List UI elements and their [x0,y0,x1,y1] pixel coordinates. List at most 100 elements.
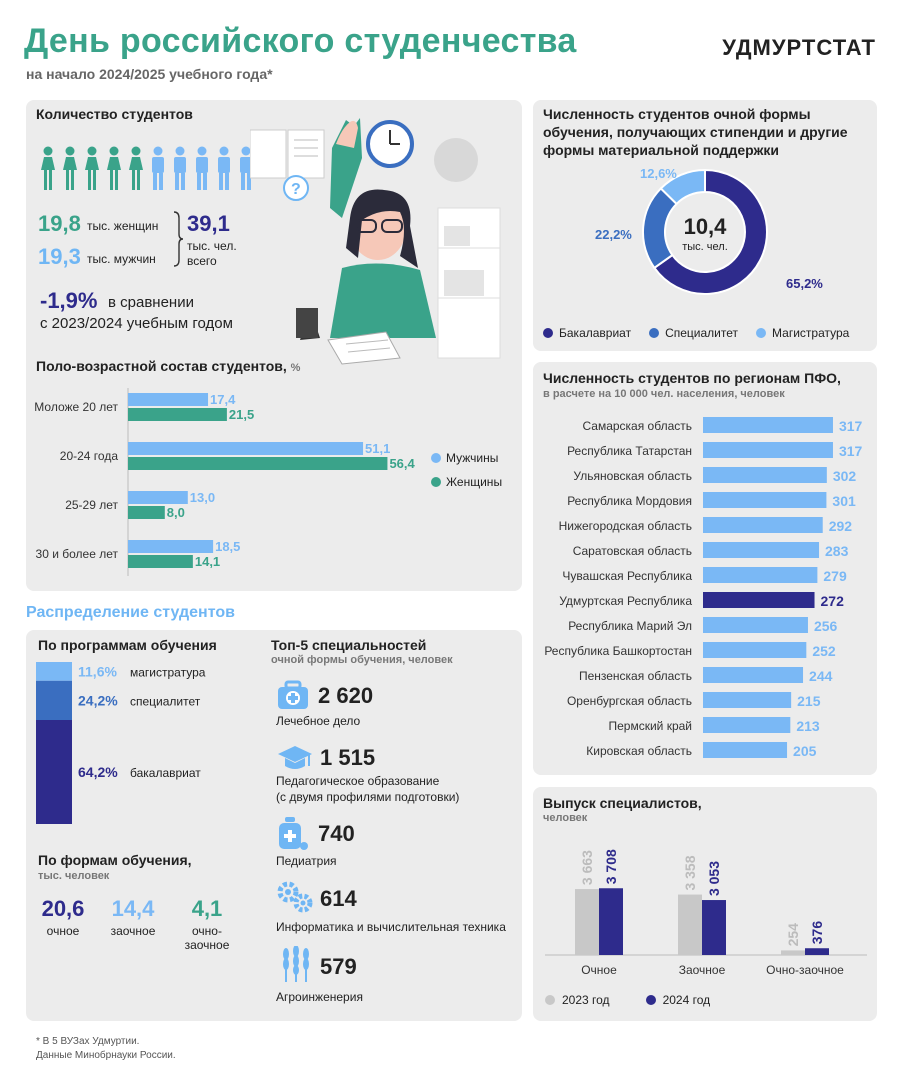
legend-2024-label: 2024 год [662,993,711,1007]
top-item-4-value: 614 [320,886,357,911]
region-value: 256 [814,618,838,634]
top-item-2-label-2: (с двумя профилями подготовки) [276,790,460,804]
form-ochnoe: 20,6 очное [38,896,88,938]
bar-men [128,491,188,504]
bar-2023 [678,894,702,955]
region-value: 205 [793,743,817,759]
region-label: Республика Башкортостан [544,644,692,658]
region-value: 244 [809,668,833,684]
man-icon [240,146,252,190]
region-value: 292 [829,518,853,534]
age-chart: Моложе 20 лет 17,421,5 20-24 года 51,156,4 2… [34,388,502,576]
program-pct: 64,2% [78,764,118,780]
grads-data-label: 254 [785,923,801,947]
age-data-label: 17,4 [210,392,236,407]
legend-bak: Бакалавриат [543,326,631,340]
bar-men [128,393,209,406]
svg-text:?: ? [291,181,301,198]
total-label-2: всего [187,254,217,268]
region-value: 279 [823,568,847,584]
region-bar [703,642,807,658]
stipend-legend: Бакалавриат Специалитет Магистратура [543,326,849,340]
regions-subtitle: в расчете на 10 000 чел. населения, чело… [543,388,785,400]
women-value: 19,8 [38,211,81,236]
bar-2024 [805,948,829,955]
region-label: Ульяновская область [573,469,692,483]
age-data-label: 14,1 [195,554,220,569]
program-pct: 24,2% [78,692,118,708]
top-item-4-label: Информатика и вычислительная техника [276,920,506,934]
form-zaochnoe-label: заочное [110,924,156,938]
grads-category-label: Очно-заочное [766,963,844,977]
footer-note-2: Данные Минобрнауки России. [36,1050,176,1061]
legend-mag-dot [756,328,767,338]
grads-data-label: 3 663 [579,850,595,885]
age-unit: % [290,362,301,374]
stipend-title-2: обучения, получающих стипендии и другие [543,124,848,140]
top-item-5-value: 579 [320,954,357,979]
form-zaochnoe: 14,4 заочное [106,896,160,938]
legend-2023-label: 2023 год [562,993,610,1007]
region-value: 272 [821,593,845,609]
region-label: Нижегородская область [559,519,692,533]
region-label: Пензенская область [579,669,692,683]
region-bar [703,742,788,758]
change-text-1: в сравнении [108,294,194,311]
age-data-label: 8,0 [167,505,185,520]
program-label: магистратура [130,665,206,679]
bar-2023 [781,950,805,955]
program-label: бакалавриат [130,766,201,780]
bar-women [128,555,193,568]
region-value: 215 [797,693,821,709]
grads-data-label: 3 358 [682,855,698,890]
brand-logo: УДМУРТСТАТ [722,35,876,60]
grads-data-label: 3 708 [603,849,619,884]
region-bar [703,542,820,558]
legend-spec-dot [649,328,660,338]
donut-label-mag: 12,6% [640,166,677,181]
form-zaochnoe-value: 14,4 [111,896,155,921]
programs-title: По программам обучения [38,637,217,653]
woman-icon [129,146,143,190]
legend-mag-label: Магистратура [772,326,850,340]
region-value: 301 [832,493,856,509]
grads-subtitle: человек [543,812,588,824]
program-label: специалитет [130,694,201,708]
man-icon [152,146,164,190]
page-subtitle: на начало 2024/2025 учебного года* [26,66,273,82]
program-bar-segment [36,719,72,824]
region-bar [703,567,818,583]
region-bar [703,692,792,708]
program-bar-segment [36,680,72,720]
legend-bak-dot [543,328,553,338]
legend-women-label: Женщины [446,475,502,489]
bar-2023 [575,889,599,955]
top-item-2-value: 1 515 [320,745,376,770]
grads-title: Выпуск специалистов, [543,795,702,811]
grads-legend: 2023 год 2024 год [545,993,710,1007]
page-title: День российского студенчества [24,22,577,60]
program-bar-segment [36,662,72,681]
region-bar [703,517,823,533]
donut-center-value: 10,4 [684,214,728,239]
top-item-1-label: Лечебное дело [276,714,361,728]
regions-chart: Самарская область 317 Республика Татарстан… [544,417,863,759]
age-data-label: 51,1 [365,441,390,456]
age-category-label: Моложе 20 лет [34,400,118,414]
donut-slice-magistratura [659,168,706,206]
legend-2024: 2024 год [645,993,711,1007]
form-ochno-zaochnoe-value: 4,1 [191,896,223,921]
top-title: Топ-5 специальностей [271,637,427,653]
region-value: 252 [812,643,836,659]
form-ochnoe-label: очное [46,924,80,938]
stipend-title-1: Численность студентов очной формы [543,106,811,122]
age-category-label: 30 и более лет [36,547,119,561]
age-data-label: 18,5 [215,539,240,554]
distribution-panel [26,630,522,1021]
stipend-donut: 10,4 тыс. чел. 65,2% 22,2% 12,6% [595,166,823,295]
region-bar [703,592,815,608]
form-ochnoe-value: 20,6 [41,896,85,921]
region-label: Республика Марий Эл [568,619,692,633]
men-label: тыс. мужчин [87,252,156,266]
donut-slice-specialitet [642,187,678,270]
